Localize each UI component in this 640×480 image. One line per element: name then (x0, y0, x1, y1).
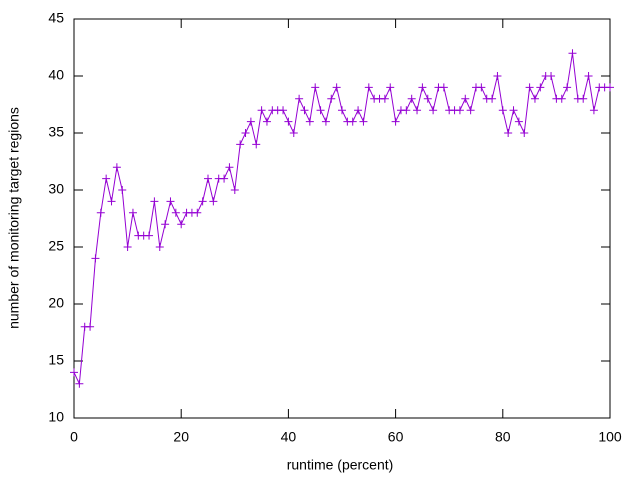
point-marker (289, 129, 298, 137)
point-marker (439, 83, 448, 92)
point-marker (386, 83, 395, 92)
point-marker (311, 83, 320, 92)
point-marker (568, 49, 577, 58)
x-tick-label: 0 (70, 429, 78, 445)
point-marker (112, 163, 121, 172)
point-marker (579, 94, 588, 103)
x-tick-label: 20 (173, 429, 189, 445)
point-marker (498, 106, 507, 115)
point-marker (514, 117, 523, 126)
point-marker (536, 83, 545, 92)
point-marker (461, 94, 470, 103)
point-marker (321, 117, 330, 126)
point-marker (504, 129, 513, 137)
point-marker (75, 379, 84, 388)
point-marker (220, 174, 229, 183)
point-marker (145, 231, 154, 240)
point-marker (525, 83, 534, 92)
y-tick-label: 30 (48, 181, 64, 197)
x-tick-label: 40 (281, 429, 297, 445)
point-marker (166, 197, 175, 206)
point-marker (429, 106, 438, 115)
point-marker (557, 94, 566, 103)
point-marker (423, 94, 432, 103)
point-marker (204, 174, 212, 183)
point-marker (305, 117, 314, 126)
point-marker (102, 174, 111, 183)
point-marker (354, 106, 363, 115)
point-marker (171, 208, 180, 217)
point-marker (338, 106, 346, 115)
point-marker (488, 94, 497, 103)
plot-frame (73, 18, 611, 419)
point-marker (198, 197, 207, 206)
x-axis-label: runtime (percent) (287, 457, 394, 473)
x-tick-label: 60 (388, 429, 404, 445)
point-marker (118, 186, 127, 194)
point-marker (493, 72, 502, 80)
point-marker (316, 106, 325, 115)
y-tick-label: 10 (48, 409, 64, 425)
point-marker (413, 106, 422, 115)
point-marker (359, 117, 368, 126)
point-marker (563, 83, 572, 92)
point-marker (402, 106, 411, 115)
point-marker (391, 117, 400, 126)
y-tick-label: 35 (48, 124, 64, 140)
point-marker (86, 322, 95, 331)
point-marker (123, 243, 132, 251)
point-marker (584, 72, 593, 80)
y-tick-label: 25 (48, 238, 64, 254)
x-tick-label: 100 (598, 429, 622, 445)
point-marker (466, 106, 475, 115)
point-marker (364, 83, 373, 92)
point-marker (348, 117, 357, 126)
point-marker (262, 117, 271, 126)
point-marker (418, 83, 427, 92)
x-tick-label: 80 (495, 429, 511, 445)
point-marker (177, 220, 186, 229)
point-marker (606, 83, 614, 92)
point-marker (241, 129, 250, 137)
point-marker (547, 72, 556, 80)
point-marker (150, 197, 159, 206)
point-marker (284, 117, 293, 126)
y-tick-label: 15 (48, 352, 64, 368)
point-marker (520, 129, 529, 137)
point-marker (509, 106, 518, 115)
point-marker (295, 94, 304, 103)
point-marker (327, 94, 336, 103)
point-marker (380, 94, 389, 103)
y-tick-label: 20 (48, 295, 64, 311)
point-marker (96, 208, 105, 217)
point-marker (279, 106, 288, 115)
point-marker (589, 106, 598, 115)
point-marker (407, 94, 416, 103)
point-marker (193, 208, 202, 217)
y-axis-label: number of monitoring target regions (6, 107, 22, 329)
point-marker (209, 197, 218, 206)
point-marker (91, 254, 100, 263)
point-marker (530, 94, 539, 103)
point-marker (252, 140, 261, 149)
point-marker (161, 220, 170, 229)
point-marker (155, 243, 164, 251)
point-marker (332, 83, 341, 92)
point-marker (230, 186, 239, 194)
y-tick-label: 45 (48, 10, 64, 26)
point-marker (70, 368, 78, 377)
y-tick-label: 40 (48, 67, 64, 83)
point-marker (225, 163, 234, 172)
point-marker (246, 117, 255, 126)
point-marker (477, 83, 486, 92)
point-marker (257, 106, 266, 115)
point-marker (300, 106, 309, 115)
point-marker (128, 208, 137, 217)
point-marker (455, 106, 464, 115)
point-marker (107, 197, 116, 206)
point-marker (236, 140, 245, 149)
